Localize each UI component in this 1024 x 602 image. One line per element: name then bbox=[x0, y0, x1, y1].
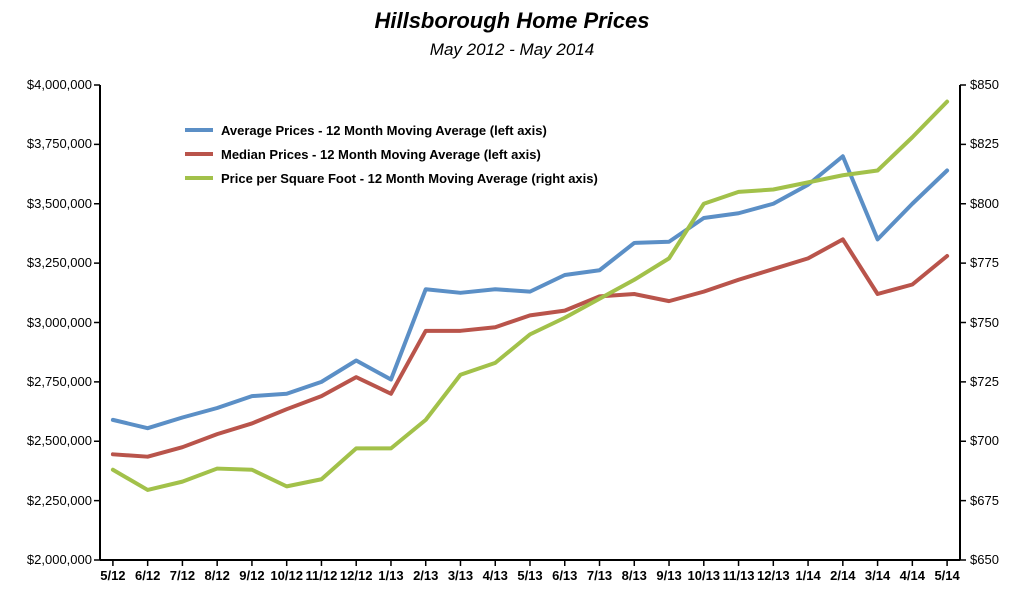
x-tick-label: 2/14 bbox=[830, 568, 855, 583]
y-right-tick-label: $850 bbox=[970, 77, 999, 92]
y-left-tick-label: $3,000,000 bbox=[27, 315, 92, 330]
legend-item: Average Prices - 12 Month Moving Average… bbox=[185, 118, 598, 142]
x-tick-label: 11/12 bbox=[306, 568, 338, 583]
x-tick-label: 9/13 bbox=[656, 568, 681, 583]
y-left-tick-label: $2,250,000 bbox=[27, 493, 92, 508]
x-tick-label: 4/13 bbox=[483, 568, 508, 583]
x-tick-label: 1/13 bbox=[378, 568, 403, 583]
x-tick-label: 10/13 bbox=[688, 568, 721, 583]
x-tick-label: 12/12 bbox=[340, 568, 373, 583]
legend: Average Prices - 12 Month Moving Average… bbox=[185, 118, 598, 190]
legend-label: Median Prices - 12 Month Moving Average … bbox=[221, 147, 541, 162]
x-tick-label: 3/14 bbox=[865, 568, 890, 583]
x-tick-label: 5/14 bbox=[934, 568, 959, 583]
x-tick-label: 8/12 bbox=[205, 568, 230, 583]
chart-svg bbox=[0, 0, 1024, 602]
y-left-tick-label: $4,000,000 bbox=[27, 77, 92, 92]
y-right-tick-label: $775 bbox=[970, 255, 999, 270]
x-tick-label: 9/12 bbox=[239, 568, 264, 583]
x-tick-label: 1/14 bbox=[795, 568, 820, 583]
x-tick-label: 8/13 bbox=[622, 568, 647, 583]
y-left-tick-label: $2,000,000 bbox=[27, 552, 92, 567]
x-tick-label: 10/12 bbox=[270, 568, 303, 583]
x-tick-label: 7/12 bbox=[170, 568, 195, 583]
x-tick-label: 6/12 bbox=[135, 568, 160, 583]
legend-label: Average Prices - 12 Month Moving Average… bbox=[221, 123, 547, 138]
legend-label: Price per Square Foot - 12 Month Moving … bbox=[221, 171, 598, 186]
y-left-tick-label: $2,500,000 bbox=[27, 433, 92, 448]
y-right-tick-label: $800 bbox=[970, 196, 999, 211]
legend-item: Price per Square Foot - 12 Month Moving … bbox=[185, 166, 598, 190]
legend-item: Median Prices - 12 Month Moving Average … bbox=[185, 142, 598, 166]
x-tick-label: 5/13 bbox=[517, 568, 542, 583]
y-left-tick-label: $3,500,000 bbox=[27, 196, 92, 211]
x-tick-label: 4/14 bbox=[900, 568, 925, 583]
y-right-tick-label: $725 bbox=[970, 374, 999, 389]
y-right-tick-label: $675 bbox=[970, 493, 999, 508]
y-right-tick-label: $700 bbox=[970, 433, 999, 448]
y-right-tick-label: $650 bbox=[970, 552, 999, 567]
y-right-tick-label: $750 bbox=[970, 315, 999, 330]
x-tick-label: 2/13 bbox=[413, 568, 438, 583]
x-tick-label: 7/13 bbox=[587, 568, 612, 583]
legend-line-swatch bbox=[185, 176, 213, 180]
x-tick-label: 12/13 bbox=[757, 568, 790, 583]
x-tick-label: 5/12 bbox=[100, 568, 125, 583]
y-left-tick-label: $3,250,000 bbox=[27, 255, 92, 270]
y-left-tick-label: $3,750,000 bbox=[27, 136, 92, 151]
x-tick-label: 11/13 bbox=[723, 568, 755, 583]
legend-line-swatch bbox=[185, 128, 213, 132]
legend-line-swatch bbox=[185, 152, 213, 156]
y-right-tick-label: $825 bbox=[970, 136, 999, 151]
x-tick-label: 3/13 bbox=[448, 568, 473, 583]
y-left-tick-label: $2,750,000 bbox=[27, 374, 92, 389]
chart-container: Hillsborough Home Prices May 2012 - May … bbox=[0, 0, 1024, 602]
x-tick-label: 6/13 bbox=[552, 568, 577, 583]
